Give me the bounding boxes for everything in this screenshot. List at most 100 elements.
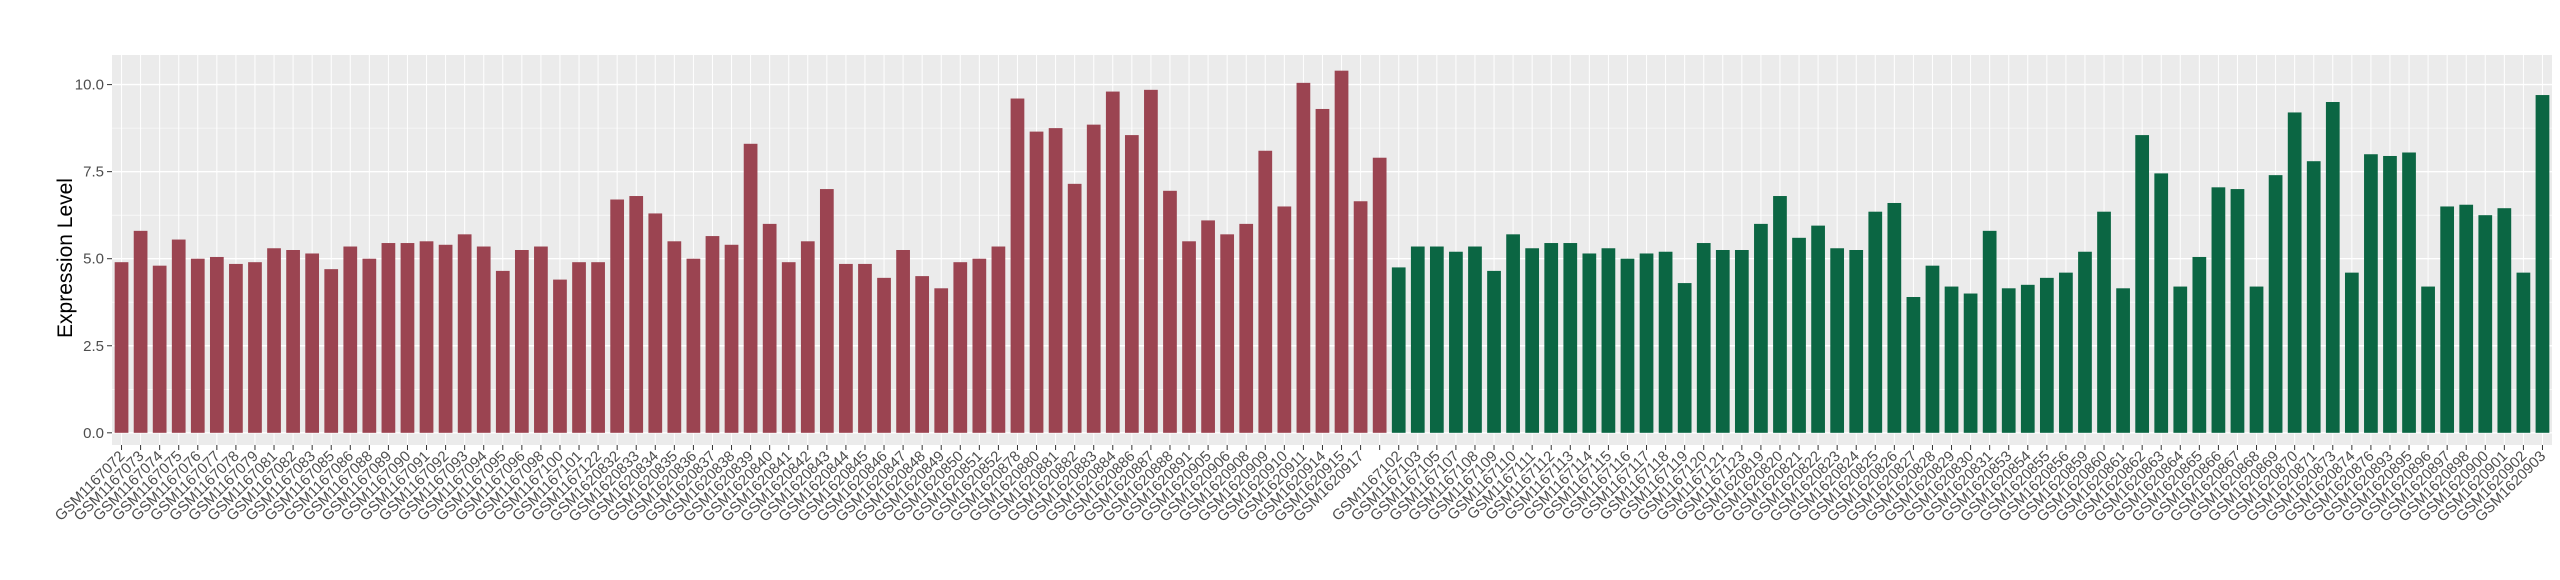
bar [1144,89,1158,433]
bar [267,248,281,433]
x-axis: GSM1167072GSM1167073GSM1167074GSM1167075… [52,445,2549,525]
bar [1124,135,1139,433]
bar [1696,243,1711,433]
bar [2402,152,2416,433]
bar [1010,98,1025,433]
bar [1734,250,1749,433]
bar [1925,265,1940,433]
bar [2116,288,2130,433]
bar [286,250,300,433]
bar [2325,102,2340,433]
bar [915,276,930,433]
bar [2173,286,2188,433]
bar [1601,248,1616,433]
bar [1944,286,1959,433]
bar [839,263,853,433]
bar [362,258,377,433]
bar [1620,258,1635,433]
bar [2287,112,2302,433]
bar [2001,288,2016,433]
bar [648,213,663,433]
bar [1353,201,1368,433]
bars [114,70,2550,433]
bar [1677,283,1692,433]
bar [2097,211,2111,433]
bar [438,244,453,433]
bar [819,189,834,433]
bar [133,230,148,433]
bar [2020,284,2035,433]
bar [248,262,262,433]
bar [2364,154,2378,433]
bar [171,239,186,433]
bar [2535,95,2550,433]
bar [2383,155,2397,433]
bar [1296,82,1311,433]
bar [400,243,415,433]
bar [1086,124,1101,433]
bar [343,246,358,433]
bar [743,143,758,433]
bar [2497,208,2512,433]
bar [1410,246,1425,433]
bar [1220,234,1235,433]
bar [1715,250,1730,433]
bar [1315,108,1330,433]
bar [2230,189,2245,433]
y-tick-label: 2.5 [83,338,104,355]
bar [476,246,491,433]
bar [2268,175,2283,433]
bar [629,196,644,433]
bar [1582,253,1597,433]
bar [896,250,910,433]
bar [190,258,205,433]
bar [457,234,472,433]
y-tick-label: 7.5 [83,164,104,181]
bar [514,250,529,433]
bar [1830,248,1845,433]
bar [2516,272,2531,433]
bar [1906,297,1921,433]
y-axis: 0.0 2.5 5.0 7.5 10.0 [75,77,112,442]
bar [2211,187,2226,433]
bar [877,277,891,433]
bar [2078,251,2092,433]
bar [1449,251,1463,433]
bar [800,241,815,433]
bar [705,236,720,433]
bar [667,241,682,433]
bar [1391,267,1406,433]
bar [1811,225,1825,433]
bar [991,246,1006,433]
bar [1754,223,1768,433]
bar [934,288,949,433]
bar [2440,206,2455,433]
bar [1468,246,1482,433]
bar [2059,272,2073,433]
bar [572,262,586,433]
y-tick-label: 5.0 [83,251,104,268]
bar [781,262,796,433]
bar [2344,272,2359,433]
bar [686,258,701,433]
bar [2478,215,2493,433]
bar [1544,243,1559,433]
bar [1887,202,1902,433]
bar [1868,211,1883,433]
bar [2306,161,2321,433]
bar [1982,230,1997,433]
y-tick-label: 0.0 [83,425,104,442]
bar [1429,246,1444,433]
bar [1525,248,1540,433]
bar [762,223,777,433]
bar [610,199,625,433]
bar [1258,150,1273,433]
bar [2192,256,2207,433]
bar [152,265,167,433]
bar [1487,270,1501,433]
bar [381,243,396,433]
bar [2459,204,2474,433]
bar [2421,286,2435,433]
bar [1201,220,1215,433]
